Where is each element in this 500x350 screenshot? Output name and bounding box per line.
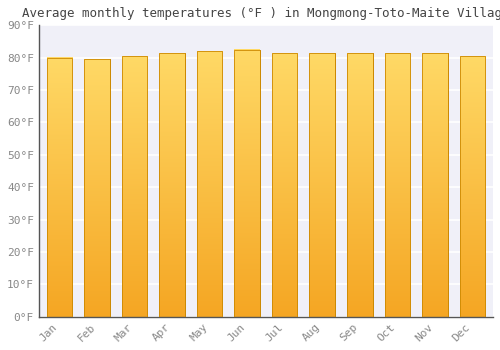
Bar: [384, 53, 410, 317]
Bar: [46, 58, 72, 317]
Bar: [384, 53, 410, 317]
Bar: [160, 53, 185, 317]
Bar: [197, 51, 222, 317]
Bar: [310, 53, 335, 317]
Bar: [197, 51, 222, 317]
Bar: [272, 53, 297, 317]
Bar: [160, 53, 185, 317]
Bar: [46, 58, 72, 317]
Bar: [234, 50, 260, 317]
Bar: [347, 53, 372, 317]
Bar: [460, 56, 485, 317]
Bar: [84, 59, 110, 317]
Bar: [422, 53, 448, 317]
Bar: [347, 53, 372, 317]
Bar: [84, 59, 110, 317]
Bar: [234, 50, 260, 317]
Bar: [460, 56, 485, 317]
Bar: [122, 56, 148, 317]
Bar: [422, 53, 448, 317]
Bar: [310, 53, 335, 317]
Bar: [272, 53, 297, 317]
Bar: [122, 56, 148, 317]
Title: Average monthly temperatures (°F ) in Mongmong-Toto-Maite Village: Average monthly temperatures (°F ) in Mo…: [22, 7, 500, 20]
